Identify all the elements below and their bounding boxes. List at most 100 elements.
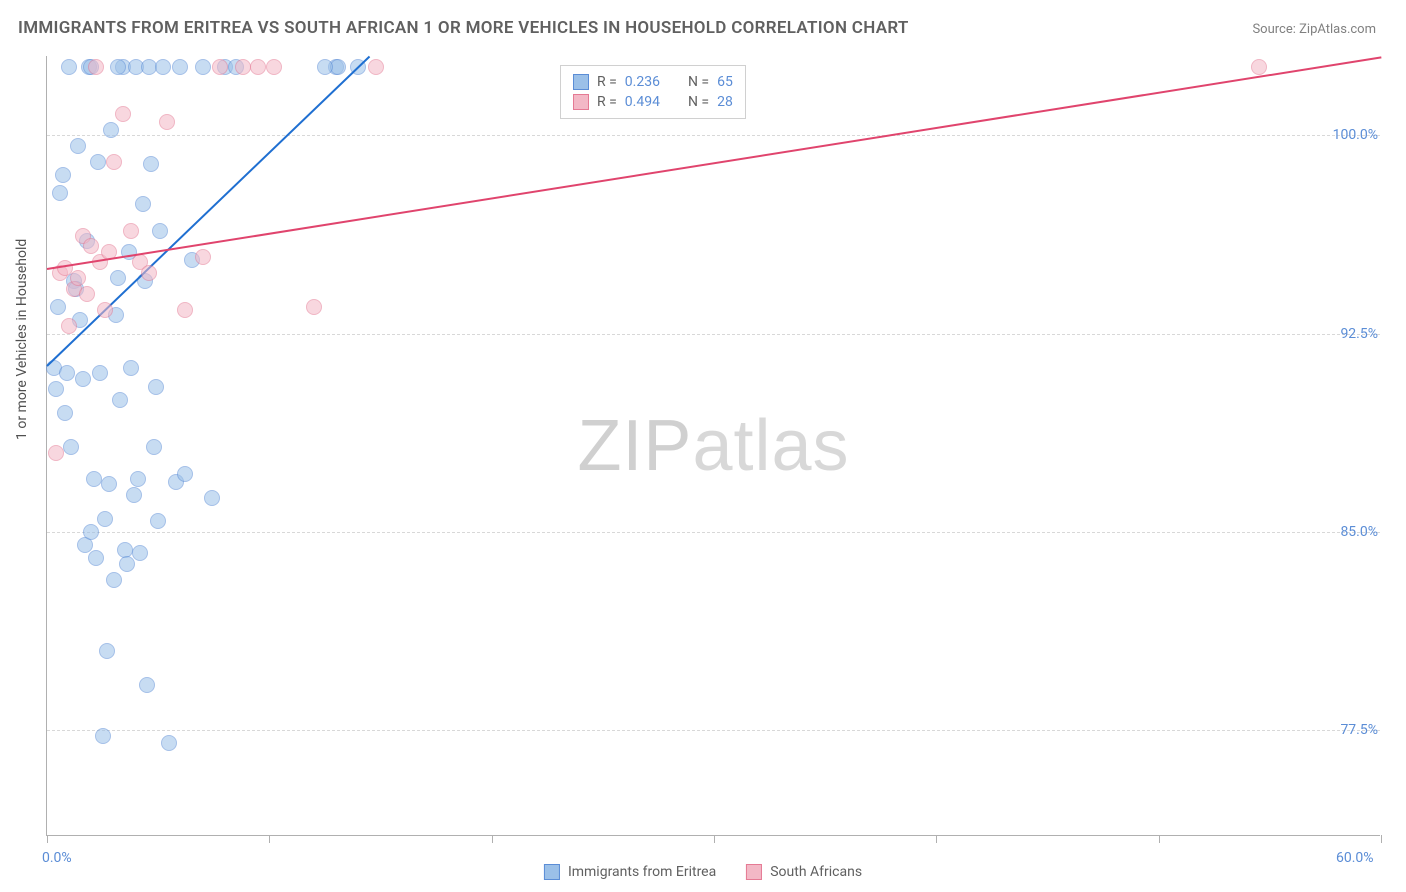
x-tick (936, 835, 937, 843)
watermark-light: atlas (692, 406, 849, 486)
swatch-eritrea-icon (544, 864, 560, 880)
x-tick (269, 835, 270, 843)
correlation-legend: R = 0.236 N = 65 R = 0.494 N = 28 (560, 65, 746, 119)
swatch-eritrea (573, 74, 589, 90)
data-point (61, 59, 77, 75)
data-point (212, 59, 228, 75)
data-point (148, 379, 164, 395)
data-point (88, 550, 104, 566)
data-point (92, 365, 108, 381)
data-point (317, 59, 333, 75)
data-point (83, 238, 99, 254)
data-point (101, 476, 117, 492)
data-point (306, 299, 322, 315)
corr-row-2: R = 0.494 N = 28 (573, 92, 733, 112)
data-point (90, 154, 106, 170)
data-point (97, 511, 113, 527)
data-point (123, 360, 139, 376)
data-point (57, 405, 73, 421)
data-point (50, 299, 66, 315)
x-tick (1381, 835, 1382, 843)
x-tick (714, 835, 715, 843)
y-axis-label: 1 or more Vehicles in Household (14, 239, 30, 440)
data-point (1251, 59, 1267, 75)
data-point (48, 381, 64, 397)
source-attribution: Source: ZipAtlas.com (1252, 22, 1376, 37)
data-point (139, 677, 155, 693)
r-value-southafrica: 0.494 (625, 94, 660, 110)
data-point (103, 122, 119, 138)
data-point (48, 445, 64, 461)
x-tick-label: 0.0% (42, 850, 72, 866)
chart-title: IMMIGRANTS FROM ERITREA VS SOUTH AFRICAN… (18, 18, 909, 38)
data-point (83, 524, 99, 540)
data-point (368, 59, 384, 75)
r-value-eritrea: 0.236 (625, 74, 660, 90)
data-point (152, 223, 168, 239)
data-point (250, 59, 266, 75)
data-point (266, 59, 282, 75)
gridline (47, 334, 1380, 335)
x-tick (1159, 835, 1160, 843)
legend-label-eritrea: Immigrants from Eritrea (568, 864, 716, 880)
n-value-southafrica: 28 (717, 94, 733, 110)
data-point (155, 59, 171, 75)
data-point (110, 59, 126, 75)
n-value-eritrea: 65 (717, 74, 733, 90)
data-point (112, 392, 128, 408)
data-point (79, 286, 95, 302)
data-point (75, 371, 91, 387)
data-point (130, 471, 146, 487)
legend-label-southafrica: South Africans (770, 864, 862, 880)
data-point (161, 735, 177, 751)
data-point (63, 439, 79, 455)
swatch-southafrica-icon (746, 864, 762, 880)
y-tick-label: 85.0% (1340, 524, 1378, 540)
data-point (52, 185, 68, 201)
data-point (106, 572, 122, 588)
data-point (115, 106, 131, 122)
data-point (177, 466, 193, 482)
trend-line (46, 56, 370, 367)
data-point (95, 728, 111, 744)
data-point (177, 302, 193, 318)
chart-container: IMMIGRANTS FROM ERITREA VS SOUTH AFRICAN… (0, 0, 1406, 892)
gridline (47, 730, 1380, 731)
x-tick-label: 60.0% (1336, 850, 1374, 866)
plot-area: ZIPatlas (46, 56, 1380, 836)
swatch-southafrica (573, 94, 589, 110)
corr-row-1: R = 0.236 N = 65 (573, 72, 733, 92)
data-point (55, 167, 71, 183)
y-tick-label: 100.0% (1333, 127, 1378, 143)
data-point (150, 513, 166, 529)
data-point (97, 302, 113, 318)
data-point (88, 59, 104, 75)
x-tick (47, 835, 48, 843)
y-tick-label: 92.5% (1340, 326, 1378, 342)
n-label: N = (688, 94, 709, 110)
data-point (141, 265, 157, 281)
r-label: R = (597, 74, 617, 90)
source-link[interactable]: ZipAtlas.com (1299, 22, 1376, 37)
data-point (146, 439, 162, 455)
data-point (132, 545, 148, 561)
data-point (70, 138, 86, 154)
data-point (70, 270, 86, 286)
data-point (143, 156, 159, 172)
data-point (159, 114, 175, 130)
source-label: Source: (1252, 22, 1295, 37)
x-tick (492, 835, 493, 843)
y-tick-label: 77.5% (1340, 722, 1378, 738)
data-point (59, 365, 75, 381)
n-label: N = (688, 74, 709, 90)
data-point (204, 490, 220, 506)
data-point (195, 59, 211, 75)
data-point (123, 223, 139, 239)
gridline (47, 532, 1380, 533)
data-point (172, 59, 188, 75)
data-point (99, 643, 115, 659)
data-point (61, 318, 77, 334)
data-point (235, 59, 251, 75)
r-label: R = (597, 94, 617, 110)
data-point (106, 154, 122, 170)
